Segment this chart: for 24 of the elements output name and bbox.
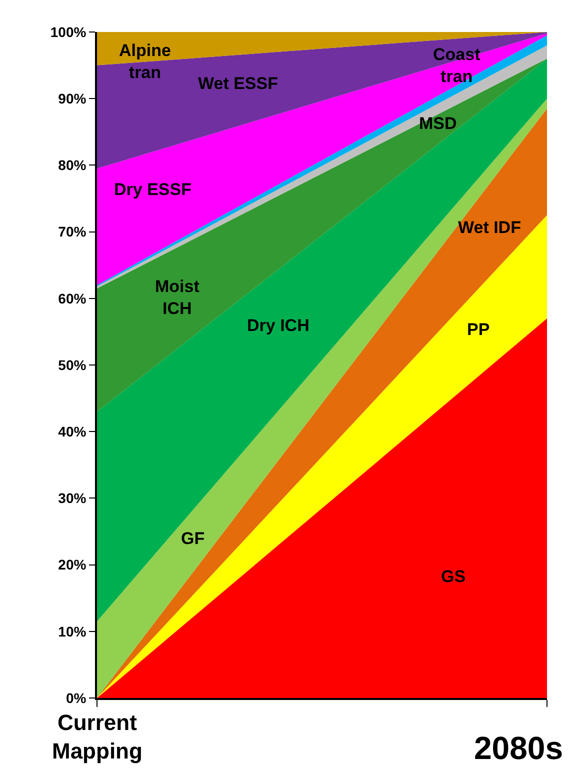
series-label: PP <box>467 320 490 339</box>
series-label: Dry ICH <box>247 316 310 335</box>
series-label: GF <box>181 529 205 548</box>
y-tick-label: 90% <box>58 90 87 106</box>
series-label: Coast tran <box>433 45 481 86</box>
y-tick-label: 30% <box>58 490 87 506</box>
series-label: Moist ICH <box>155 277 200 318</box>
series-label: GS <box>441 567 466 586</box>
series-label: Wet ESSF <box>198 74 278 93</box>
series-label: MSD <box>419 114 457 133</box>
y-tick-label: 10% <box>58 623 87 640</box>
x-tick-label: 2080s <box>474 730 563 766</box>
y-tick-label: 50% <box>58 356 87 373</box>
series-label: Dry ESSF <box>114 180 192 199</box>
y-tick-label: 100% <box>50 24 87 40</box>
y-tick-label: 20% <box>58 556 87 573</box>
y-tick-label: 0% <box>66 690 87 706</box>
x-tick-label: Current Mapping <box>52 710 142 764</box>
series-label: Alpine tran <box>119 41 171 82</box>
y-tick-label: 80% <box>58 157 87 174</box>
y-tick-label: 70% <box>58 224 87 240</box>
y-tick-label: 60% <box>58 290 87 306</box>
series-label: Wet IDF <box>458 218 521 237</box>
y-tick-label: 40% <box>58 424 87 440</box>
